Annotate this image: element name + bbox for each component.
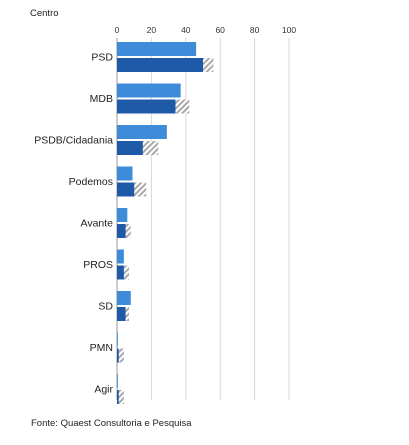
x-axis-ticks: 0 20 40 60 80 100: [115, 25, 297, 35]
bar-series-2: [117, 99, 176, 114]
bar-series-2: [117, 224, 126, 238]
bar-series-3: [117, 348, 124, 363]
category-label: MDB: [90, 93, 113, 105]
bar-series-1: [117, 249, 124, 264]
bar-series-1: [117, 42, 197, 56]
bar-series-3: [117, 390, 124, 404]
bar-series-1: [117, 208, 128, 222]
category-label: Podemos: [69, 176, 113, 188]
category-label: PMN: [90, 342, 113, 354]
bar-series-1: [117, 374, 118, 388]
x-tick-label: 40: [181, 25, 191, 35]
x-tick-label: 60: [215, 25, 225, 35]
category-label: PROS: [83, 259, 113, 271]
bar-series-1: [117, 291, 131, 305]
x-tick-label: 100: [282, 25, 296, 35]
bar-series-2: [117, 265, 124, 280]
bar-series-1: [117, 332, 118, 347]
category-label: Avante: [81, 218, 114, 230]
x-tick-label: 80: [250, 25, 260, 35]
bars: [117, 42, 214, 404]
source-note: Fonte: Quaest Consultoria e Pesquisa: [31, 418, 192, 429]
category-labels: PSD MDB PSDB/Cidadania Podemos Avante PROS SD P…: [34, 52, 113, 396]
bar-series-1: [117, 83, 181, 98]
bar-series-2: [117, 182, 135, 197]
category-label: SD: [98, 301, 113, 313]
bar-series-2: [117, 141, 143, 155]
category-label: Agir: [94, 384, 113, 396]
bar-series-2: [117, 348, 119, 363]
bar-series-1: [117, 125, 167, 139]
category-label: PSDB/Cidadania: [34, 135, 113, 147]
bar-series-2: [117, 390, 119, 404]
x-tick-label: 0: [115, 25, 120, 35]
x-tick-label: 20: [147, 25, 157, 35]
chart-title: Centro: [30, 8, 59, 19]
category-label: PSD: [91, 52, 113, 64]
bar-series-2: [117, 307, 126, 321]
bar-series-2: [117, 58, 203, 72]
bar-series-1: [117, 166, 133, 181]
